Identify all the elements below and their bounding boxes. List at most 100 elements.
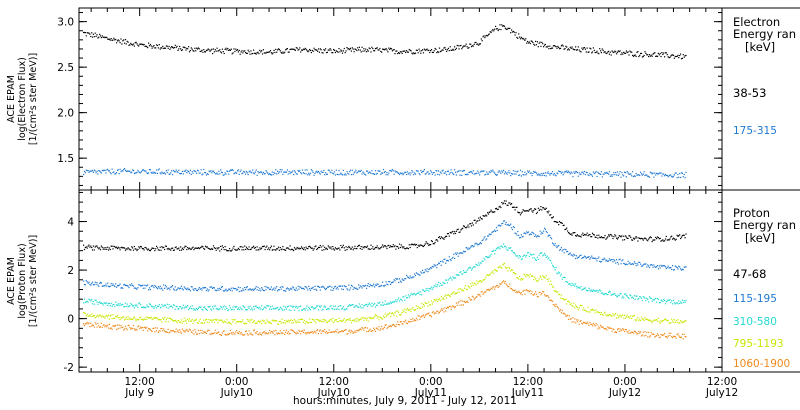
data-point (365, 174, 367, 176)
data-point (495, 227, 498, 229)
data-point (307, 309, 309, 311)
data-point (407, 248, 409, 250)
data-point (648, 319, 651, 321)
data-point (260, 320, 262, 322)
data-point (175, 246, 177, 248)
data-point (395, 299, 397, 301)
data-point (433, 243, 435, 245)
data-point (487, 274, 489, 276)
data-point (383, 326, 385, 328)
data-point (100, 322, 102, 324)
data-point (399, 172, 401, 174)
data-point (319, 329, 321, 331)
data-point (579, 254, 581, 256)
data-point (561, 250, 563, 252)
data-point (146, 326, 148, 328)
data-point (478, 294, 480, 296)
data-point (294, 248, 296, 250)
data-point (202, 287, 204, 289)
data-point (315, 171, 317, 173)
data-point (134, 287, 136, 289)
data-point (443, 47, 445, 49)
data-point (148, 287, 151, 289)
data-point (414, 294, 417, 296)
data-point (459, 271, 461, 274)
data-point (229, 49, 231, 51)
data-point (146, 172, 148, 174)
data-point (200, 169, 202, 171)
data-point (210, 170, 212, 172)
data-point (479, 280, 481, 282)
data-point (359, 49, 361, 51)
data-point (606, 237, 608, 239)
data-point (164, 330, 166, 332)
data-point (507, 223, 509, 226)
data-point (123, 39, 125, 41)
data-point (168, 332, 170, 334)
data-point (244, 171, 246, 173)
data-point (224, 308, 226, 310)
data-point (303, 172, 305, 175)
data-point (91, 303, 94, 305)
data-point (264, 306, 266, 308)
data-point (430, 314, 432, 317)
data-point (573, 49, 575, 51)
data-point (98, 325, 100, 327)
data-point (291, 288, 293, 290)
data-point (247, 289, 249, 291)
data-point (249, 288, 251, 290)
data-point (107, 316, 109, 318)
data-point (314, 285, 316, 287)
data-point (345, 329, 347, 331)
data-point (570, 47, 572, 49)
data-point (297, 169, 299, 172)
data-point (441, 170, 443, 172)
data-point (230, 48, 232, 50)
legend-item: 47-68 (733, 267, 766, 281)
data-point (128, 287, 130, 289)
data-point (451, 231, 453, 233)
data-point (431, 51, 433, 53)
data-point (527, 210, 529, 212)
data-point (252, 246, 254, 248)
data-point (629, 173, 631, 176)
data-point (658, 172, 660, 174)
data-point (291, 322, 293, 324)
data-point (389, 48, 391, 50)
data-point (531, 275, 533, 277)
data-point (265, 331, 267, 333)
data-point (275, 169, 277, 171)
data-point (541, 231, 543, 233)
data-point (640, 297, 643, 299)
data-point (551, 262, 553, 264)
data-point (586, 290, 588, 292)
data-point (261, 53, 264, 55)
legend-item: 795-1193 (733, 338, 784, 350)
data-point (427, 271, 429, 273)
data-point (435, 239, 437, 241)
data-point (219, 334, 221, 336)
data-point (132, 327, 134, 330)
data-point (657, 237, 659, 239)
data-point (595, 171, 597, 173)
data-point (144, 170, 146, 172)
data-point (527, 252, 529, 254)
data-point (674, 265, 676, 267)
data-point (206, 288, 208, 290)
data-point (495, 25, 497, 27)
data-point (367, 172, 369, 174)
data-point (124, 328, 126, 330)
data-point (266, 304, 268, 307)
data-point (503, 173, 506, 175)
data-point (174, 331, 176, 333)
data-point (526, 231, 528, 233)
data-point (664, 265, 666, 267)
data-point (675, 302, 677, 304)
data-point (653, 333, 655, 335)
data-point (561, 44, 563, 46)
data-point (619, 293, 621, 295)
data-point (213, 332, 215, 334)
data-point (427, 171, 429, 173)
data-point (220, 52, 223, 54)
data-point (664, 52, 667, 54)
